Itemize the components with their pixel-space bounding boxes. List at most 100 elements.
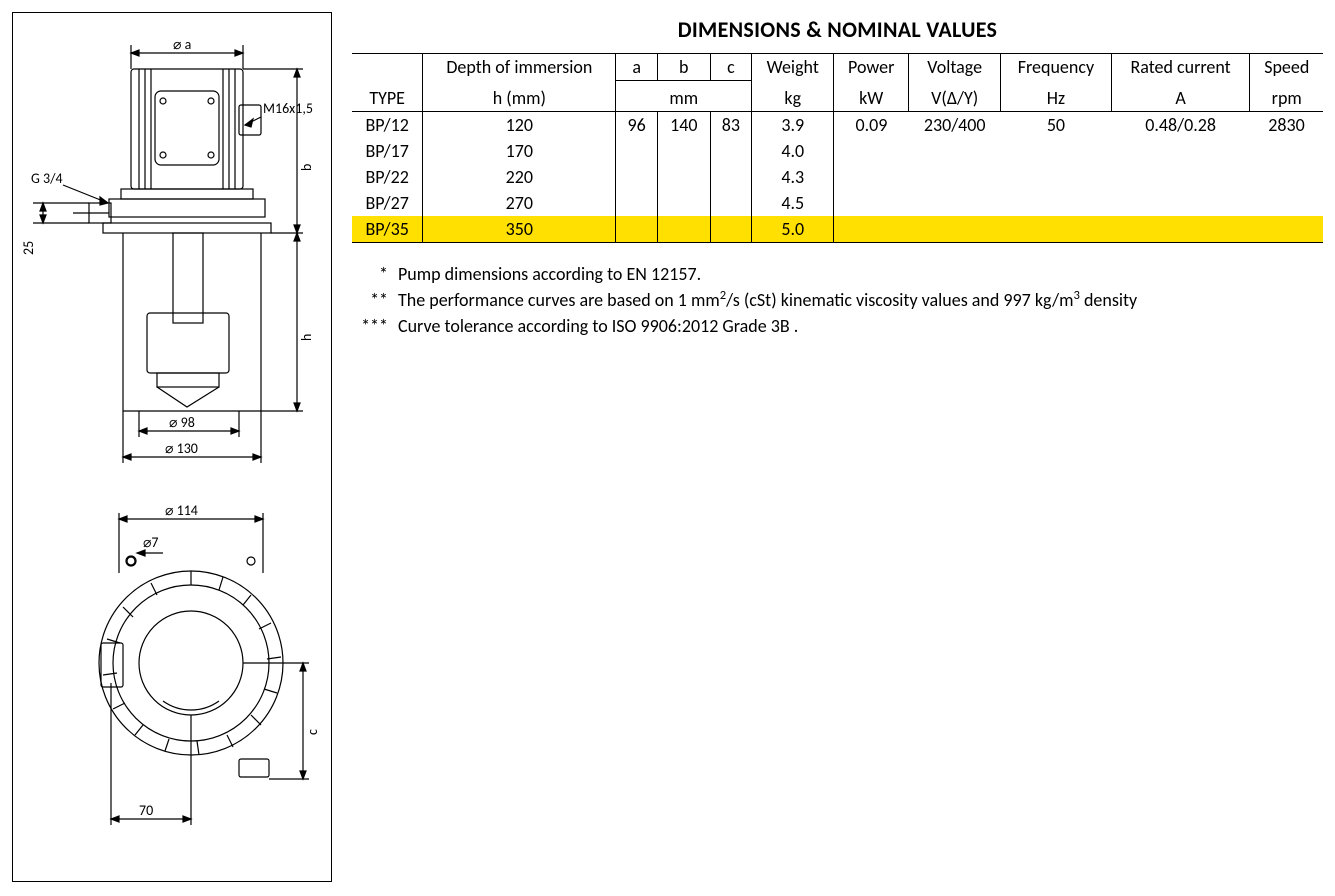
cell-b	[658, 138, 711, 164]
cell-b	[658, 164, 711, 190]
dim-dia-a: ⌀ a	[173, 36, 191, 53]
unit-voltage: V(Δ/Y)	[909, 85, 1001, 112]
dim-g34: G 3/4	[31, 170, 63, 187]
table-row: BP/17170 4.0	[352, 138, 1323, 164]
col-c: c	[710, 54, 752, 81]
cell-voltage: 230/400	[909, 112, 1001, 139]
note-1-text: Pump dimensions according to EN 12157.	[398, 261, 701, 287]
dim-c: c	[304, 729, 321, 735]
table-row: BP/272704.5	[352, 190, 1323, 216]
dim-m16: M16x1,5	[263, 100, 313, 117]
content-column: DIMENSIONS & NOMINAL VALUES Depth of imm…	[352, 12, 1323, 339]
cell-rated-current	[1111, 216, 1250, 243]
cell-a	[616, 216, 658, 243]
cell-speed	[1250, 216, 1323, 243]
cell-type: BP/27	[352, 190, 423, 216]
cell-b	[658, 190, 711, 216]
cell-power	[834, 216, 909, 243]
technical-drawing: ⌀ a M16x1,5	[13, 13, 333, 883]
note-3-text: Curve tolerance according to ISO 9906:20…	[398, 313, 798, 339]
cell-a: 96	[616, 112, 658, 139]
cell-voltage	[909, 190, 1001, 216]
dim-d98: ⌀ 98	[169, 414, 195, 431]
note-2-star: **	[352, 287, 398, 313]
cell-frequency	[1001, 138, 1112, 164]
dim-d7: ⌀7	[143, 534, 159, 551]
unit-abc: mm	[616, 85, 752, 112]
col-speed: Speed	[1250, 54, 1323, 81]
dim-d130: ⌀ 130	[165, 440, 198, 457]
unit-weight: kg	[752, 85, 834, 112]
cell-b: 140	[658, 112, 711, 139]
cell-b	[658, 216, 711, 243]
cell-rated-current	[1111, 190, 1250, 216]
cell-speed: 2830	[1250, 112, 1323, 139]
col-frequency: Frequency	[1001, 54, 1112, 81]
cell-power	[834, 190, 909, 216]
unit-rated-current: A	[1111, 85, 1250, 112]
table-row: BP/1212096140833.90.09230/400500.48/0.28…	[352, 112, 1323, 139]
col-a: a	[616, 54, 658, 81]
cell-type: BP/12	[352, 112, 423, 139]
col-voltage: Voltage	[909, 54, 1001, 81]
cell-frequency	[1001, 164, 1112, 190]
cell-type: BP/22	[352, 164, 423, 190]
dim-b: b	[298, 164, 315, 171]
cell-h: 350	[423, 216, 616, 243]
dim-25: 25	[20, 241, 37, 255]
table-row: BP/22220 4.3	[352, 164, 1323, 190]
cell-power	[834, 164, 909, 190]
cell-c	[710, 216, 752, 243]
footnotes: * Pump dimensions according to EN 12157.…	[352, 261, 1323, 339]
unit-frequency: Hz	[1001, 85, 1112, 112]
unit-speed: rpm	[1250, 85, 1323, 112]
cell-rated-current	[1111, 164, 1250, 190]
section-title: DIMENSIONS & NOMINAL VALUES	[352, 16, 1323, 43]
note-2-text: The performance curves are based on 1 mm…	[398, 287, 1137, 313]
col-power: Power	[834, 54, 909, 81]
cell-rated-current	[1111, 138, 1250, 164]
cell-rated-current: 0.48/0.28	[1111, 112, 1250, 139]
cell-type: BP/35	[352, 216, 423, 243]
cell-speed	[1250, 138, 1323, 164]
cell-weight: 3.9	[752, 112, 834, 139]
cell-frequency	[1001, 190, 1112, 216]
cell-a	[616, 164, 658, 190]
cell-a	[616, 190, 658, 216]
unit-power: kW	[834, 85, 909, 112]
cell-weight: 5.0	[752, 216, 834, 243]
col-depth: Depth of immersion	[423, 54, 616, 81]
cell-speed	[1250, 190, 1323, 216]
unit-h: h (mm)	[423, 85, 616, 112]
cell-h: 220	[423, 164, 616, 190]
cell-power	[834, 138, 909, 164]
dim-70: 70	[139, 802, 153, 819]
col-rated-current: Rated current	[1111, 54, 1250, 81]
cell-h: 170	[423, 138, 616, 164]
spec-table: Depth of immersion a b c Weight Power Vo…	[352, 53, 1323, 243]
dim-h: h	[298, 334, 315, 341]
dim-d114: ⌀ 114	[165, 502, 198, 519]
cell-weight: 4.5	[752, 190, 834, 216]
cell-c	[710, 190, 752, 216]
cell-c	[710, 138, 752, 164]
cell-weight: 4.0	[752, 138, 834, 164]
cell-speed	[1250, 164, 1323, 190]
cell-voltage	[909, 216, 1001, 243]
table-row: BP/35350 5.0	[352, 216, 1323, 243]
col-weight: Weight	[752, 54, 834, 81]
cell-voltage	[909, 138, 1001, 164]
cell-frequency: 50	[1001, 112, 1112, 139]
note-1-star: *	[352, 261, 398, 287]
cell-weight: 4.3	[752, 164, 834, 190]
cell-type: BP/17	[352, 138, 423, 164]
col-b: b	[658, 54, 711, 81]
technical-drawing-panel: ⌀ a M16x1,5	[12, 12, 332, 882]
cell-frequency	[1001, 216, 1112, 243]
cell-power: 0.09	[834, 112, 909, 139]
note-3-star: ***	[352, 313, 398, 339]
cell-c: 83	[710, 112, 752, 139]
cell-h: 120	[423, 112, 616, 139]
cell-c	[710, 164, 752, 190]
cell-a	[616, 138, 658, 164]
